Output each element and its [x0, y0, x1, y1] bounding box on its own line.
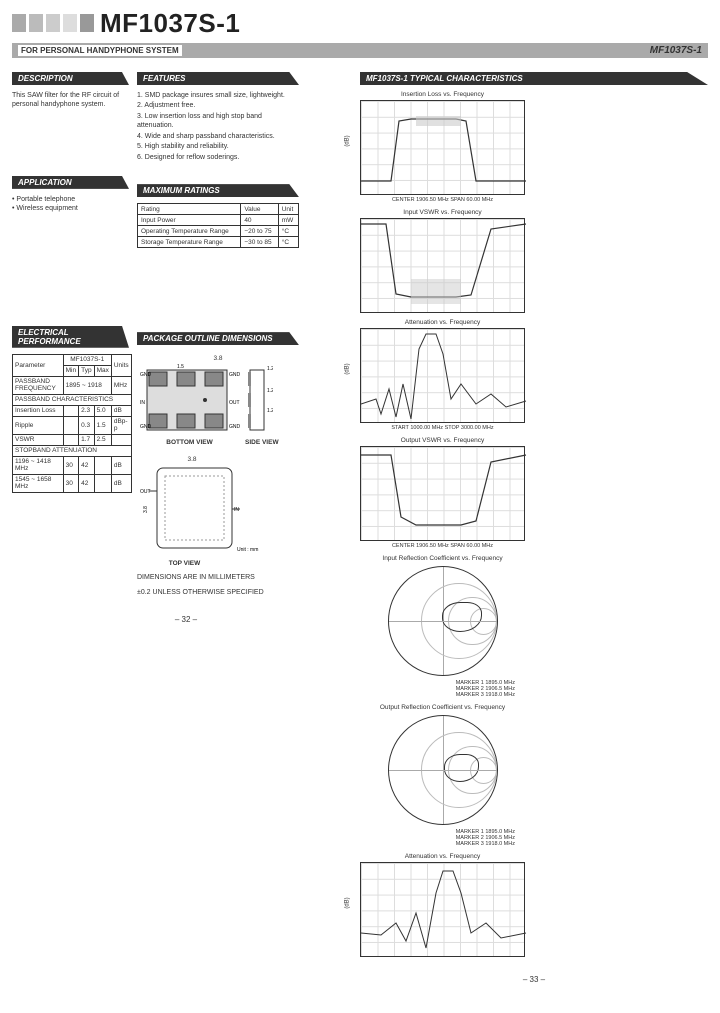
package-top-svg: OUT IN 3.8 Unit : mm	[137, 463, 267, 558]
group-label: PASSBAND CHARACTERISTICS	[13, 394, 132, 405]
heading-max-ratings: MAXIMUM RATINGS	[137, 184, 299, 197]
svg-text:1.27: 1.27	[267, 408, 273, 414]
package-bottom-svg: GND GND IN OUT GND GND 1.5	[137, 362, 242, 437]
feature-item: 6. Designed for reflow soderings.	[137, 153, 299, 162]
datasheet-page: MF1037S-1 FOR PERSONAL HANDYPHONE SYSTEM…	[0, 0, 720, 992]
th-units: Units	[111, 354, 131, 376]
heading-pkg-outline: PACKAGE OUTLINE DIMENSIONS	[137, 332, 299, 345]
stripe	[12, 14, 26, 32]
row-label: PASSBAND FREQUENCY	[13, 376, 64, 394]
svg-text:GND: GND	[140, 372, 152, 378]
stripe	[46, 14, 60, 32]
dim-note-2: ±0.2 UNLESS OTHERWISE SPECIFIED	[137, 588, 299, 597]
group-label: STOPBAND ATTENUATION	[13, 445, 132, 456]
svg-text:OUT: OUT	[229, 400, 240, 406]
dim-note-1: DIMENSIONS ARE IN MILLIMETERS	[137, 573, 299, 582]
max-ratings-table: Rating Value Unit Input Power40mW Operat…	[137, 203, 299, 248]
chart-attenuation-1: Attenuation vs. Frequency (dB) START 100…	[360, 319, 525, 431]
svg-text:1.27: 1.27	[267, 388, 273, 394]
feature-item: 5. High stability and reliability.	[137, 142, 299, 151]
th-part: MF1037S-1	[63, 354, 111, 365]
stripe	[29, 14, 43, 32]
heading-elec-perf: ELECTRICAL PERFORMANCE	[12, 326, 129, 348]
heading-typical-char: MF1037S-1 TYPICAL CHARACTERISTICS	[360, 72, 708, 85]
feature-item: 2. Adjustment free.	[137, 101, 299, 110]
features-list: 1. SMD package insures small size, light…	[137, 91, 299, 162]
column-2: FEATURES 1. SMD package insures small si…	[137, 68, 307, 597]
th-max: Max	[94, 365, 111, 376]
svg-text:3.8: 3.8	[143, 506, 149, 513]
heading-features: FEATURES	[137, 72, 299, 85]
svg-text:1.5: 1.5	[177, 364, 184, 370]
page-title: MF1037S-1	[100, 8, 240, 39]
application-item: Wireless equipment	[12, 204, 129, 213]
th-parameter: Parameter	[13, 354, 64, 376]
title-row: MF1037S-1	[12, 8, 708, 39]
subtitle-bar: FOR PERSONAL HANDYPHONE SYSTEM MF1037S-1	[12, 43, 708, 58]
row-unit: MHz	[111, 376, 131, 394]
heading-application: APPLICATION	[12, 176, 129, 189]
feature-item: 4. Wide and sharp passband characteristi…	[137, 132, 299, 141]
chart-attenuation-2: Attenuation vs. Frequency (dB)	[360, 853, 525, 957]
svg-text:Unit : mm: Unit : mm	[237, 547, 258, 553]
left-columns: DESCRIPTION This SAW filter for the RF c…	[12, 68, 360, 597]
th-min: Min	[63, 365, 78, 376]
application-item: Portable telephone	[12, 195, 129, 204]
row-val: 1895 ~ 1918	[63, 376, 111, 394]
feature-item: 3. Low insertion loss and high stop band…	[137, 112, 299, 131]
chart-grid: Insertion Loss vs. Frequency (dB) CENTER…	[360, 91, 708, 957]
chart-insertion-loss: Insertion Loss vs. Frequency (dB) CENTER…	[360, 91, 525, 203]
svg-text:GND: GND	[140, 424, 152, 430]
svg-text:GND: GND	[229, 424, 241, 430]
svg-text:1.25: 1.25	[267, 366, 273, 372]
package-bottom-view: 3.8	[137, 355, 299, 446]
mr-col: Unit	[278, 204, 298, 215]
svg-text:GND: GND	[229, 372, 241, 378]
mr-col: Value	[241, 204, 278, 215]
mr-col: Rating	[138, 204, 241, 215]
chart-output-vswr: Output VSWR vs. Frequency CENTER 1906.50…	[360, 437, 525, 549]
package-side-svg: 1.25 1.27 1.27	[245, 362, 273, 437]
svg-text:IN: IN	[234, 507, 239, 513]
th-typ: Typ	[79, 365, 94, 376]
chart-input-vswr: Input VSWR vs. Frequency	[360, 209, 525, 313]
application-list: Portable telephone Wireless equipment	[12, 195, 129, 214]
heading-description: DESCRIPTION	[12, 72, 129, 85]
description-text: This SAW filter for the RF circuit of pe…	[12, 91, 129, 110]
svg-text:OUT: OUT	[140, 489, 151, 495]
subtitle-right: MF1037S-1	[650, 45, 702, 56]
decorative-stripes	[12, 14, 94, 32]
feature-item: 1. SMD package insures small size, light…	[137, 91, 299, 100]
package-top-view: 3.8 OUT IN 3.8 Unit : mm TOP VIEW	[137, 456, 299, 567]
stripe	[63, 14, 77, 32]
subtitle-left: FOR PERSONAL HANDYPHONE SYSTEM	[18, 45, 182, 56]
electrical-performance-table: Parameter MF1037S-1 Units Min Typ Max PA…	[12, 354, 132, 493]
stripe	[80, 14, 94, 32]
svg-text:IN: IN	[140, 400, 145, 406]
chart-output-reflection: Output Reflection Coefficient vs. Freque…	[360, 704, 525, 847]
page-number-left: – 32 –	[12, 615, 360, 624]
column-1: DESCRIPTION This SAW filter for the RF c…	[12, 68, 137, 597]
